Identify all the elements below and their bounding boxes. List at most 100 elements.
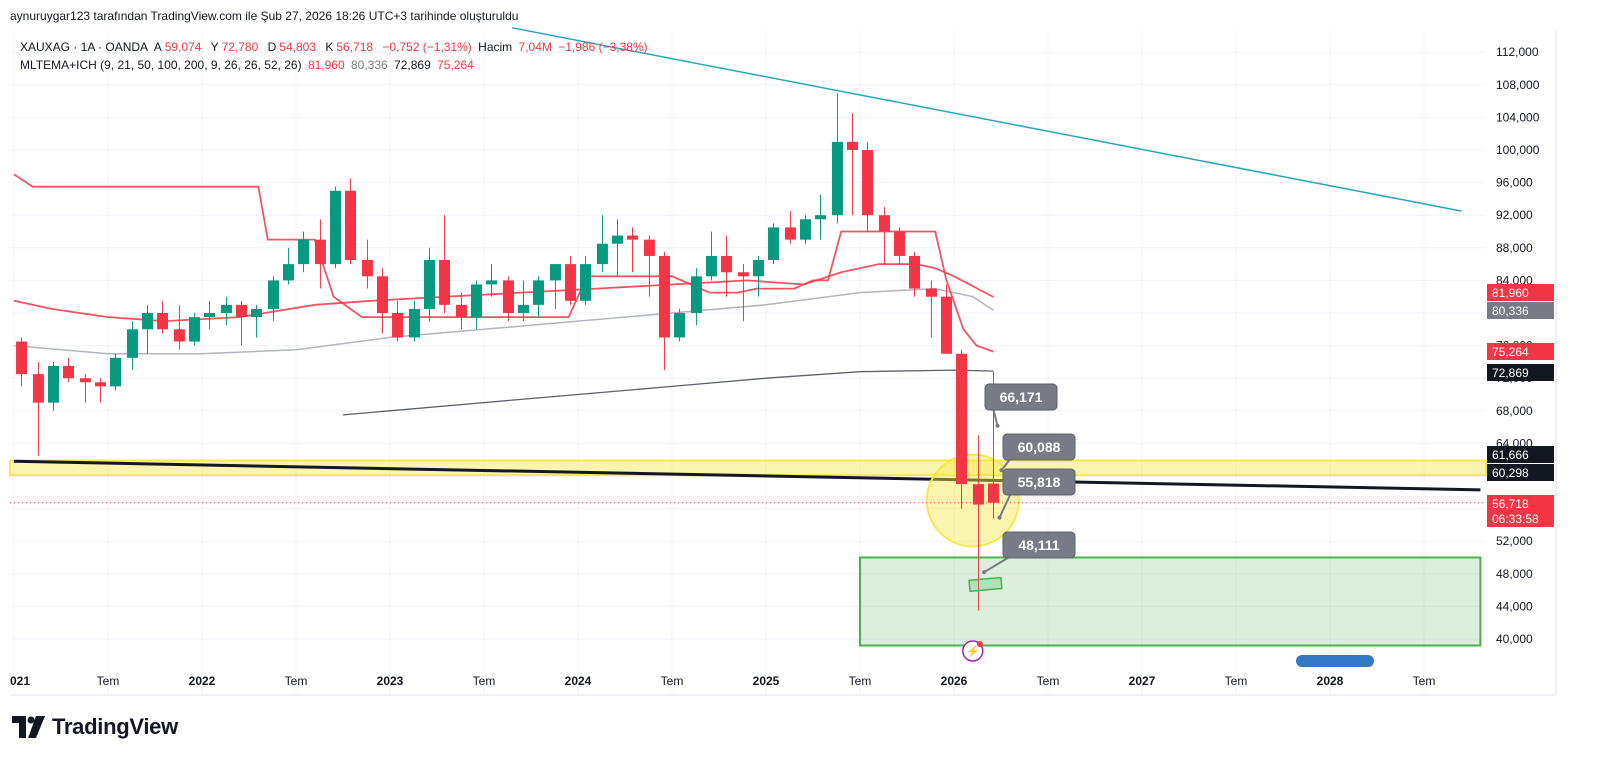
candle-body [752,260,764,277]
open-value: 59,074 [164,40,202,54]
candle [220,296,232,326]
candle [721,235,733,297]
candle-body [972,484,984,505]
y-tick-label: 96,000 [1496,176,1533,190]
candle [314,219,326,289]
candle-body [940,296,952,354]
x-tick-label: Tem [285,674,308,688]
annotation-label: 55,818 [1018,474,1061,490]
candle-body [251,308,263,318]
candle [47,361,59,411]
candle [486,264,498,297]
candle [392,300,404,342]
teal-trendline [512,27,1462,212]
candle-body [690,276,702,313]
candle-body [721,255,733,273]
candle-body [282,264,294,281]
annotation-callout: 66,171 [984,383,1058,428]
candle [32,361,44,456]
open-label: A [153,40,162,54]
candle-body [486,280,498,285]
candle-body [643,239,655,256]
y-tick-label: 44,000 [1496,599,1533,613]
price-label-text: 80,336 [1492,304,1529,318]
candle-body [502,280,514,313]
candle-body [204,313,216,318]
price-label-bg [1487,343,1554,360]
candle [768,223,780,265]
y-tick-label: 40,000 [1496,632,1533,646]
price-label-bg [1487,284,1554,301]
candle-body [173,329,185,342]
candle-body [110,357,122,387]
candle [705,231,717,281]
candle-body [314,239,326,265]
candle-body [705,255,717,277]
annotation-box [984,383,1058,411]
y-tick-label: 112,000 [1496,45,1539,59]
candle-body [737,272,749,277]
candle-body [580,264,592,301]
candle [267,276,279,322]
candle [533,276,545,318]
candle [361,239,373,289]
scroll-to-realtime-button[interactable] [1296,655,1374,667]
candle [126,321,138,371]
event-icon-dot [976,641,983,647]
candle [799,215,811,244]
candle [502,276,514,322]
tradingview-logo-icon [12,716,45,738]
candle-body [549,264,561,281]
candle-body [141,313,153,330]
candle [846,113,858,216]
support-zone-band [9,459,1487,477]
candle-body [157,313,169,330]
y-tick-label: 88,000 [1496,241,1533,255]
candle-body [909,255,921,289]
x-tick-label: Tem [1037,674,1060,688]
tradingview-logo[interactable]: TradingView [12,714,178,740]
target-marker [968,576,1003,593]
y-tick-label: 68,000 [1496,404,1533,418]
candle [925,280,937,338]
candle [329,186,341,269]
annotation-anchor [982,570,987,575]
annotation-callout: 55,818 [997,468,1076,520]
close-value: 56,718 [336,40,374,54]
x-tick-label: 2026 [941,674,968,688]
y-tick-label: 108,000 [1496,78,1540,92]
indicator-label[interactable]: MLTEMA+ICH (9, 21, 50, 100, 200, 9, 26, … [20,58,302,72]
x-tick-label: Tem [1413,674,1436,688]
symbol-label[interactable]: XAUXAG · 1A · OANDA [20,40,149,54]
high-label: Y [210,40,219,54]
low-value: 54,803 [279,40,316,54]
candle [470,280,482,330]
candle [16,337,28,387]
y-tick-label: 92,000 [1496,208,1533,222]
x-tick-label: Tem [1225,674,1248,688]
countdown-text: 06:33:58 [1492,512,1539,526]
candle-body [533,280,545,305]
price-label: 75,264 [1487,343,1554,360]
candle [141,304,153,354]
candle [439,215,451,313]
indicator-value-4: 75,264 [437,58,474,72]
candle-body [16,341,28,375]
highlight-circle [925,453,1020,548]
ema-red-upper-line [13,173,994,353]
candle-body [267,280,279,309]
x-tick-label: 2027 [1129,674,1156,688]
annotation-anchor [995,423,1000,428]
candle-body [987,483,999,503]
indicator-legend: MLTEMA+ICH (9, 21, 50, 100, 200, 9, 26, … [20,58,477,72]
candle-body [956,353,968,485]
price-annotations: 66,171 60,088 55,818 48,111 [982,383,1076,575]
candle-body [455,304,467,318]
candle [862,141,874,232]
candle [909,251,921,297]
candle [893,227,905,265]
candle [815,194,827,240]
candle [204,300,216,330]
x-tick-label: 021 [10,674,30,688]
